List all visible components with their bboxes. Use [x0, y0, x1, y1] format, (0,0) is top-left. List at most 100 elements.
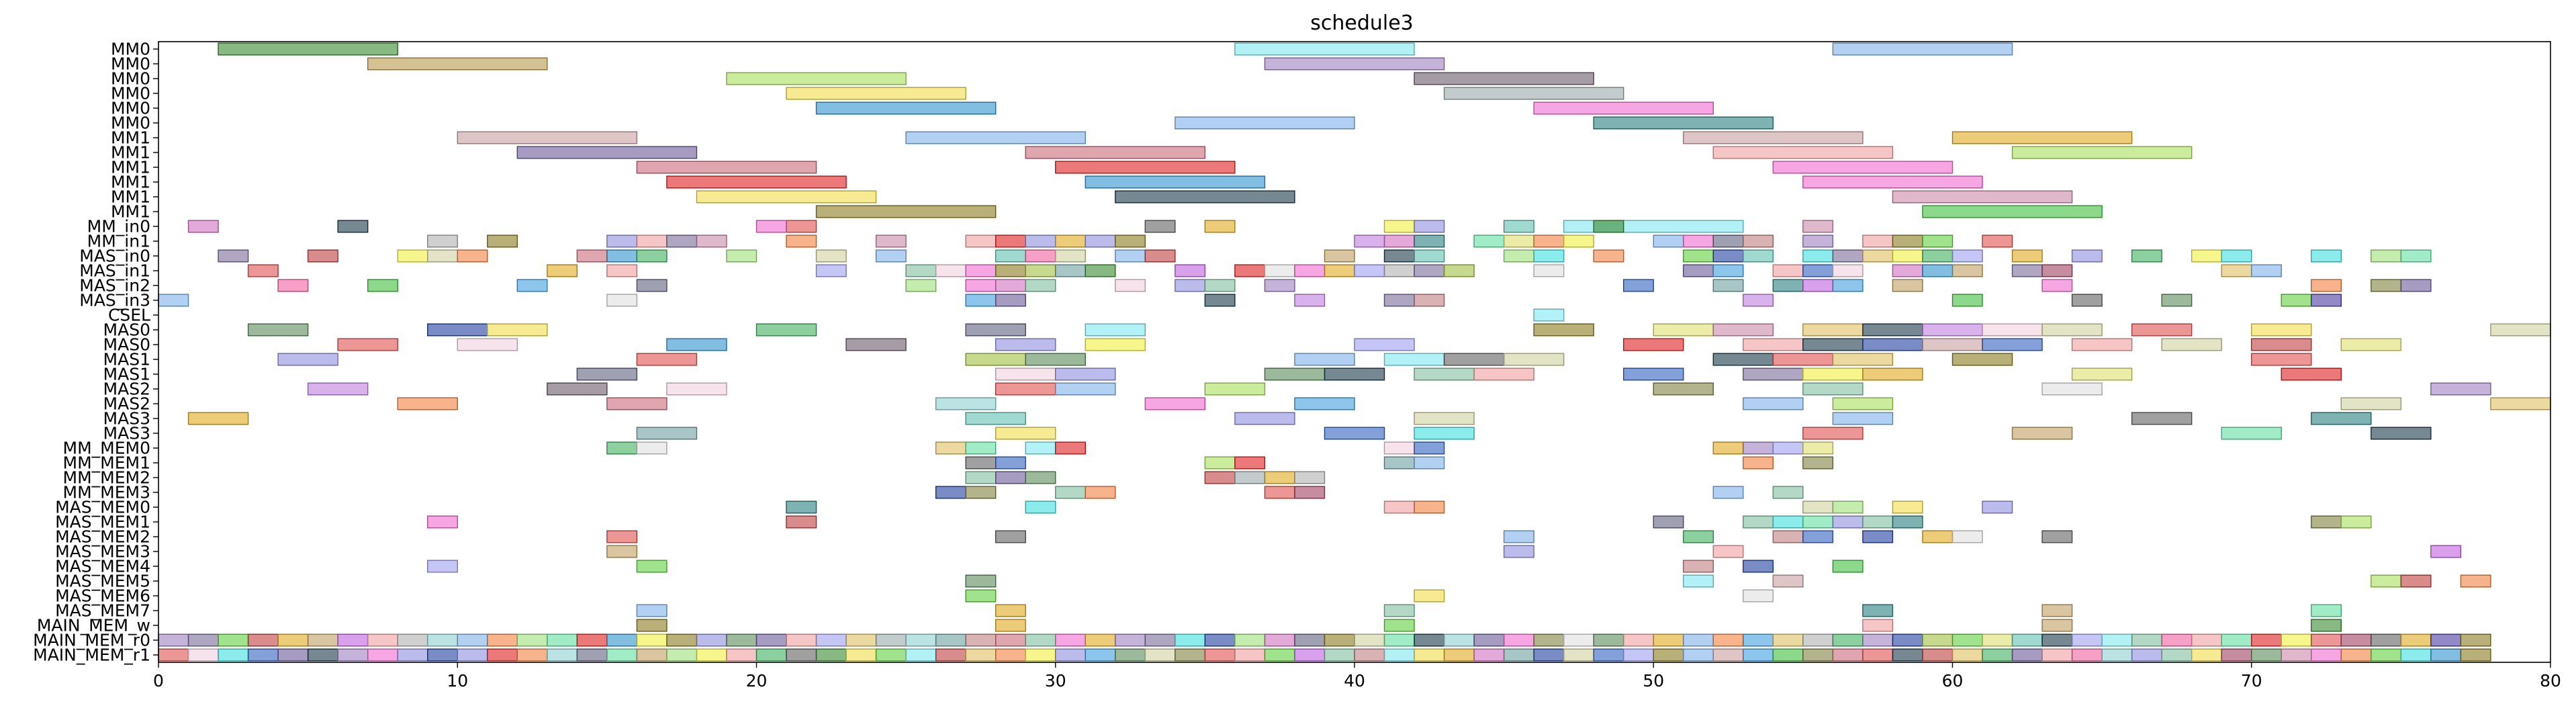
schedule-bar [1144, 397, 1206, 410]
schedule-bar [2041, 633, 2073, 647]
schedule-bar [1234, 456, 1266, 470]
schedule-bar [2221, 264, 2252, 277]
schedule-bar [935, 397, 997, 410]
schedule-bar [1772, 515, 1804, 529]
y-tick-label: MAS0 [103, 335, 150, 355]
schedule-bar [1324, 264, 1355, 277]
schedule-bar [1264, 471, 1295, 484]
schedule-bar [2011, 146, 2193, 159]
schedule-bar [2400, 249, 2432, 263]
schedule-bar [935, 633, 966, 647]
schedule-bar [2071, 367, 2133, 381]
y-tick-label: MAS2 [103, 394, 150, 414]
schedule-bar [1503, 648, 1534, 662]
schedule-bar [2221, 648, 2252, 662]
schedule-bar [1264, 264, 1295, 277]
schedule-bar [1414, 234, 1445, 248]
schedule-bar [2371, 279, 2402, 292]
schedule-bar [1414, 220, 1445, 233]
schedule-bar [2340, 397, 2402, 410]
schedule-bar [1414, 412, 1475, 425]
schedule-bar [1085, 264, 1116, 277]
schedule-bar [786, 220, 817, 233]
schedule-bar [547, 633, 578, 647]
schedule-bar [666, 234, 698, 248]
schedule-bar [1892, 633, 1923, 647]
schedule-bar [1922, 648, 1953, 662]
schedule-bar [1772, 161, 1953, 174]
schedule-bar [1294, 294, 1326, 307]
schedule-bar [905, 648, 937, 662]
schedule-bar [1294, 471, 1326, 484]
schedule-bar [726, 72, 907, 85]
schedule-bar [636, 353, 698, 366]
schedule-bar [1055, 382, 1116, 396]
schedule-bar [1443, 264, 1475, 277]
schedule-bar [636, 604, 668, 617]
schedule-bar [218, 648, 249, 662]
schedule-bar [307, 648, 338, 662]
schedule-bar [1144, 633, 1176, 647]
schedule-bar [277, 353, 338, 366]
schedule-bar [2340, 338, 2402, 351]
schedule-bar [1294, 264, 1326, 277]
schedule-bar [158, 294, 189, 307]
schedule-bar [457, 249, 488, 263]
schedule-bar [1294, 397, 1355, 410]
schedule-bar [995, 648, 1026, 662]
schedule-bar [965, 574, 997, 588]
schedule-bar [2041, 382, 2103, 396]
schedule-bar [337, 338, 398, 351]
schedule-bar [2131, 648, 2162, 662]
y-tick-label: MM_MEM0 [63, 439, 150, 458]
schedule-bar [2161, 648, 2193, 662]
schedule-bar [995, 294, 1026, 307]
schedule-bar [1383, 220, 1415, 233]
schedule-bar [2430, 633, 2462, 647]
schedule-bar [1922, 249, 1953, 263]
schedule-bar [1922, 205, 2103, 218]
schedule-bar [1503, 234, 1534, 248]
schedule-bar [1144, 648, 1176, 662]
schedule-bar [1414, 648, 1445, 662]
schedule-bar [307, 249, 338, 263]
schedule-bar [1085, 486, 1116, 499]
schedule-bar [457, 131, 638, 144]
schedule-bar [905, 131, 1086, 144]
schedule-bar [1234, 471, 1266, 484]
schedule-bar [1025, 648, 1056, 662]
y-tick-label: MAS3 [103, 424, 150, 443]
y-tick-label: MAIN_MEM_r0 [33, 631, 150, 650]
schedule-bar [2191, 648, 2222, 662]
schedule-bar [1383, 249, 1415, 263]
schedule-bar [606, 234, 638, 248]
schedule-bar [995, 264, 1026, 277]
schedule-bar [1862, 234, 1894, 248]
schedule-bar [1951, 264, 1983, 277]
schedule-bar [845, 338, 907, 351]
schedule-bar [1055, 486, 1086, 499]
y-tick-label: MM_in0 [87, 217, 150, 236]
y-tick-label: MAS_MEM0 [55, 498, 150, 517]
schedule-bar [1802, 500, 1834, 514]
schedule-bar [965, 589, 997, 603]
schedule-bar [1683, 530, 1714, 543]
schedule-bar [666, 648, 698, 662]
schedule-bar [935, 264, 966, 277]
x-tick-label: 20 [746, 671, 768, 691]
schedule-bar [1802, 338, 1864, 351]
schedule-bar [1354, 264, 1385, 277]
schedule-bar [1712, 264, 1744, 277]
schedule-bar [1204, 471, 1236, 484]
schedule-bar [2371, 427, 2432, 440]
schedule-bar [726, 633, 757, 647]
schedule-bar [1025, 234, 1056, 248]
schedule-bar [1383, 294, 1415, 307]
schedule-bar [2131, 412, 2193, 425]
schedule-bar [1204, 220, 1236, 233]
schedule-bar [1802, 220, 1834, 233]
schedule-bar [1653, 323, 1714, 337]
schedule-bar [1683, 574, 1714, 588]
schedule-bar [1443, 648, 1475, 662]
schedule-bar [1503, 353, 1565, 366]
